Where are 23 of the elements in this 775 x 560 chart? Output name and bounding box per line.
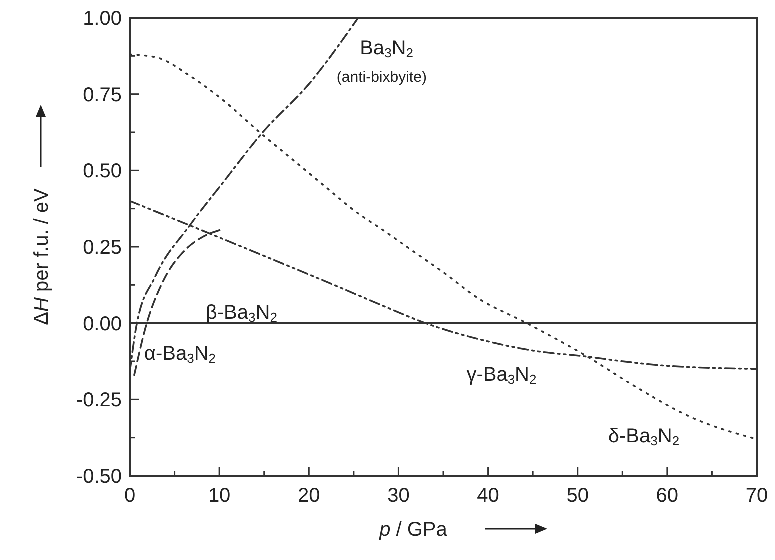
x-tick-label: 10 (208, 485, 231, 507)
y-axis-title: ΔH per f.u. / eV (31, 188, 53, 326)
y-tick-label: 0.00 (83, 313, 122, 336)
x-axis-title: p / GPa (378, 519, 448, 541)
x-tick-label: 60 (656, 485, 679, 507)
annotation: α-Ba$_{3}$N$_{2}$ (144, 343, 216, 366)
y-tick-label: 1.00 (83, 8, 122, 30)
annotation: β-Ba$_{3}$N$_{2}$ (206, 302, 278, 326)
y-tick-label: -0.25 (76, 390, 122, 412)
annotation: (anti-bixbyite) (336, 69, 427, 86)
x-tick-label: 40 (477, 485, 500, 507)
y-tick-label: -0.50 (76, 466, 122, 488)
annotation: γ-Ba$_{3}$N$_{2}$ (466, 364, 537, 388)
annotation: Ba$_{3}$N$_{2}$ (360, 38, 414, 61)
x-tick-label: 70 (746, 485, 768, 507)
y-tick-label: 0.25 (83, 237, 122, 259)
x-tick-label: 30 (388, 485, 410, 507)
x-tick-label: 50 (566, 485, 589, 507)
x-tick-label: 0 (124, 485, 136, 507)
x-tick-label: 20 (298, 485, 320, 507)
annotation: δ-Ba$_{3}$N$_{2}$ (608, 426, 680, 449)
y-tick-label: 0.50 (83, 160, 122, 183)
y-tick-label: 0.75 (83, 84, 122, 106)
